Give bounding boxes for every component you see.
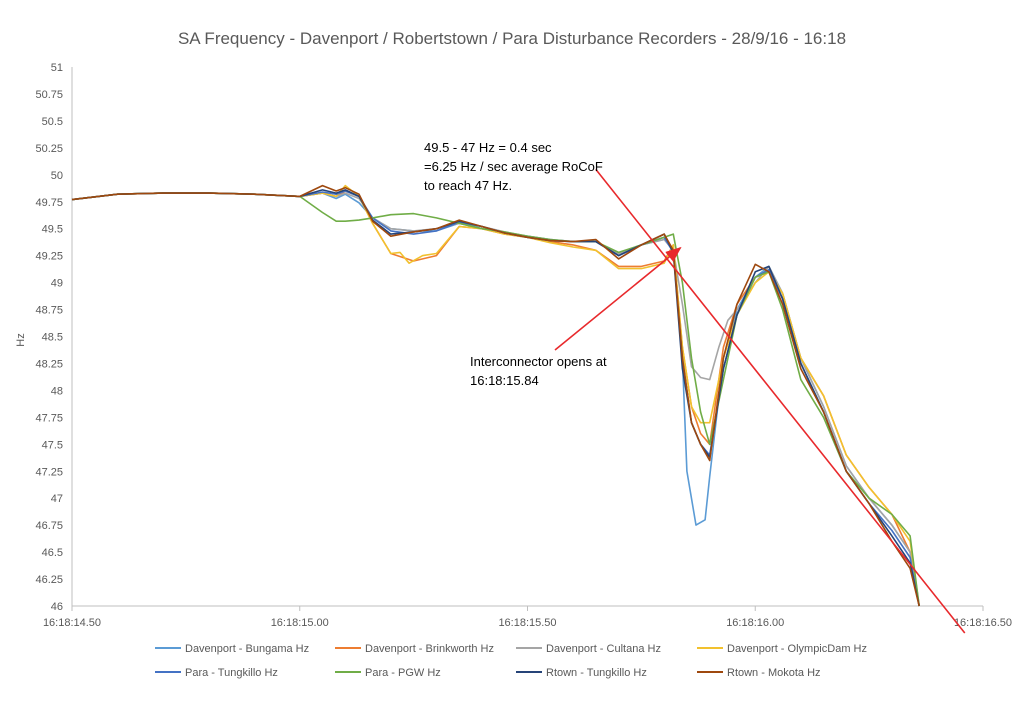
legend: Davenport - Bungama Hz Davenport - Brinkw… xyxy=(155,643,867,679)
y-tick-label: 46.75 xyxy=(35,520,63,532)
series-line xyxy=(71,190,920,607)
y-axis-label: Hz xyxy=(15,333,27,346)
annotation-text: to reach 47 Hz. xyxy=(424,178,512,193)
y-tick-label: 50.5 xyxy=(42,116,63,128)
legend-label: Davenport - Brinkworth Hz xyxy=(365,643,494,655)
legend-label: Para - Tungkillo Hz xyxy=(185,667,278,679)
series-line xyxy=(71,189,920,607)
axes xyxy=(71,67,983,607)
y-tick-label: 51 xyxy=(51,62,63,74)
y-tick-label: 47.25 xyxy=(35,466,63,478)
y-tick-label: 47 xyxy=(51,493,63,505)
x-axis-ticks: 16:18:14.50 16:18:15.00 16:18:15.50 16:18:1… xyxy=(43,606,1012,629)
y-axis-ticks: 46 46.25 46.5 46.75 47 47.25 47.5 47.75 48 48.25 4… xyxy=(35,62,63,613)
legend-label: Rtown - Tungkillo Hz xyxy=(546,667,647,679)
x-tick-label: 16:18:16.00 xyxy=(726,617,784,629)
legend-label: Davenport - OlympicDam Hz xyxy=(727,643,867,655)
chart-title: SA Frequency - Davenport / Robertstown /… xyxy=(178,29,846,48)
legend-label: Para - PGW Hz xyxy=(365,667,441,679)
y-tick-label: 50.25 xyxy=(35,143,63,155)
y-tick-label: 46.25 xyxy=(35,574,63,586)
legend-label: Rtown - Mokota Hz xyxy=(727,667,821,679)
series-line xyxy=(71,184,920,607)
annotation-text: 16:18:15.84 xyxy=(470,373,539,388)
rocof-trend-line xyxy=(595,168,966,634)
y-tick-label: 47.5 xyxy=(42,439,63,451)
y-tick-label: 46.5 xyxy=(42,547,63,559)
x-tick-label: 16:18:14.50 xyxy=(43,617,101,629)
annotations: 49.5 - 47 Hz = 0.4 sec =6.25 Hz / sec ave… xyxy=(424,140,966,634)
annotation-text: 49.5 - 47 Hz = 0.4 sec xyxy=(424,140,552,155)
y-tick-label: 47.75 xyxy=(35,412,63,424)
y-tick-label: 46 xyxy=(51,601,63,613)
y-tick-label: 49.75 xyxy=(35,197,63,209)
x-tick-label: 16:18:15.00 xyxy=(271,617,329,629)
y-tick-label: 50 xyxy=(51,170,63,182)
series-lines xyxy=(71,184,920,607)
annotation-text: Interconnector opens at xyxy=(470,354,607,369)
x-tick-label: 16:18:16.50 xyxy=(954,617,1012,629)
y-tick-label: 48.5 xyxy=(42,332,63,344)
legend-label: Davenport - Cultana Hz xyxy=(546,643,661,655)
y-tick-label: 48.75 xyxy=(35,305,63,317)
y-tick-label: 49.25 xyxy=(35,251,63,263)
series-line xyxy=(71,184,920,607)
y-tick-label: 48.25 xyxy=(35,358,63,370)
series-line xyxy=(71,192,920,607)
annotation-text: =6.25 Hz / sec average RoCoF xyxy=(424,159,603,174)
y-tick-label: 50.75 xyxy=(35,89,63,101)
y-tick-label: 49.5 xyxy=(42,224,63,236)
series-line xyxy=(71,192,920,607)
y-tick-label: 48 xyxy=(51,385,63,397)
series-line xyxy=(71,192,920,607)
legend-label: Davenport - Bungama Hz xyxy=(185,643,309,655)
y-tick-label: 49 xyxy=(51,278,63,290)
interconnector-arrow xyxy=(554,246,682,351)
series-line xyxy=(71,190,920,607)
x-tick-label: 16:18:15.50 xyxy=(498,617,556,629)
